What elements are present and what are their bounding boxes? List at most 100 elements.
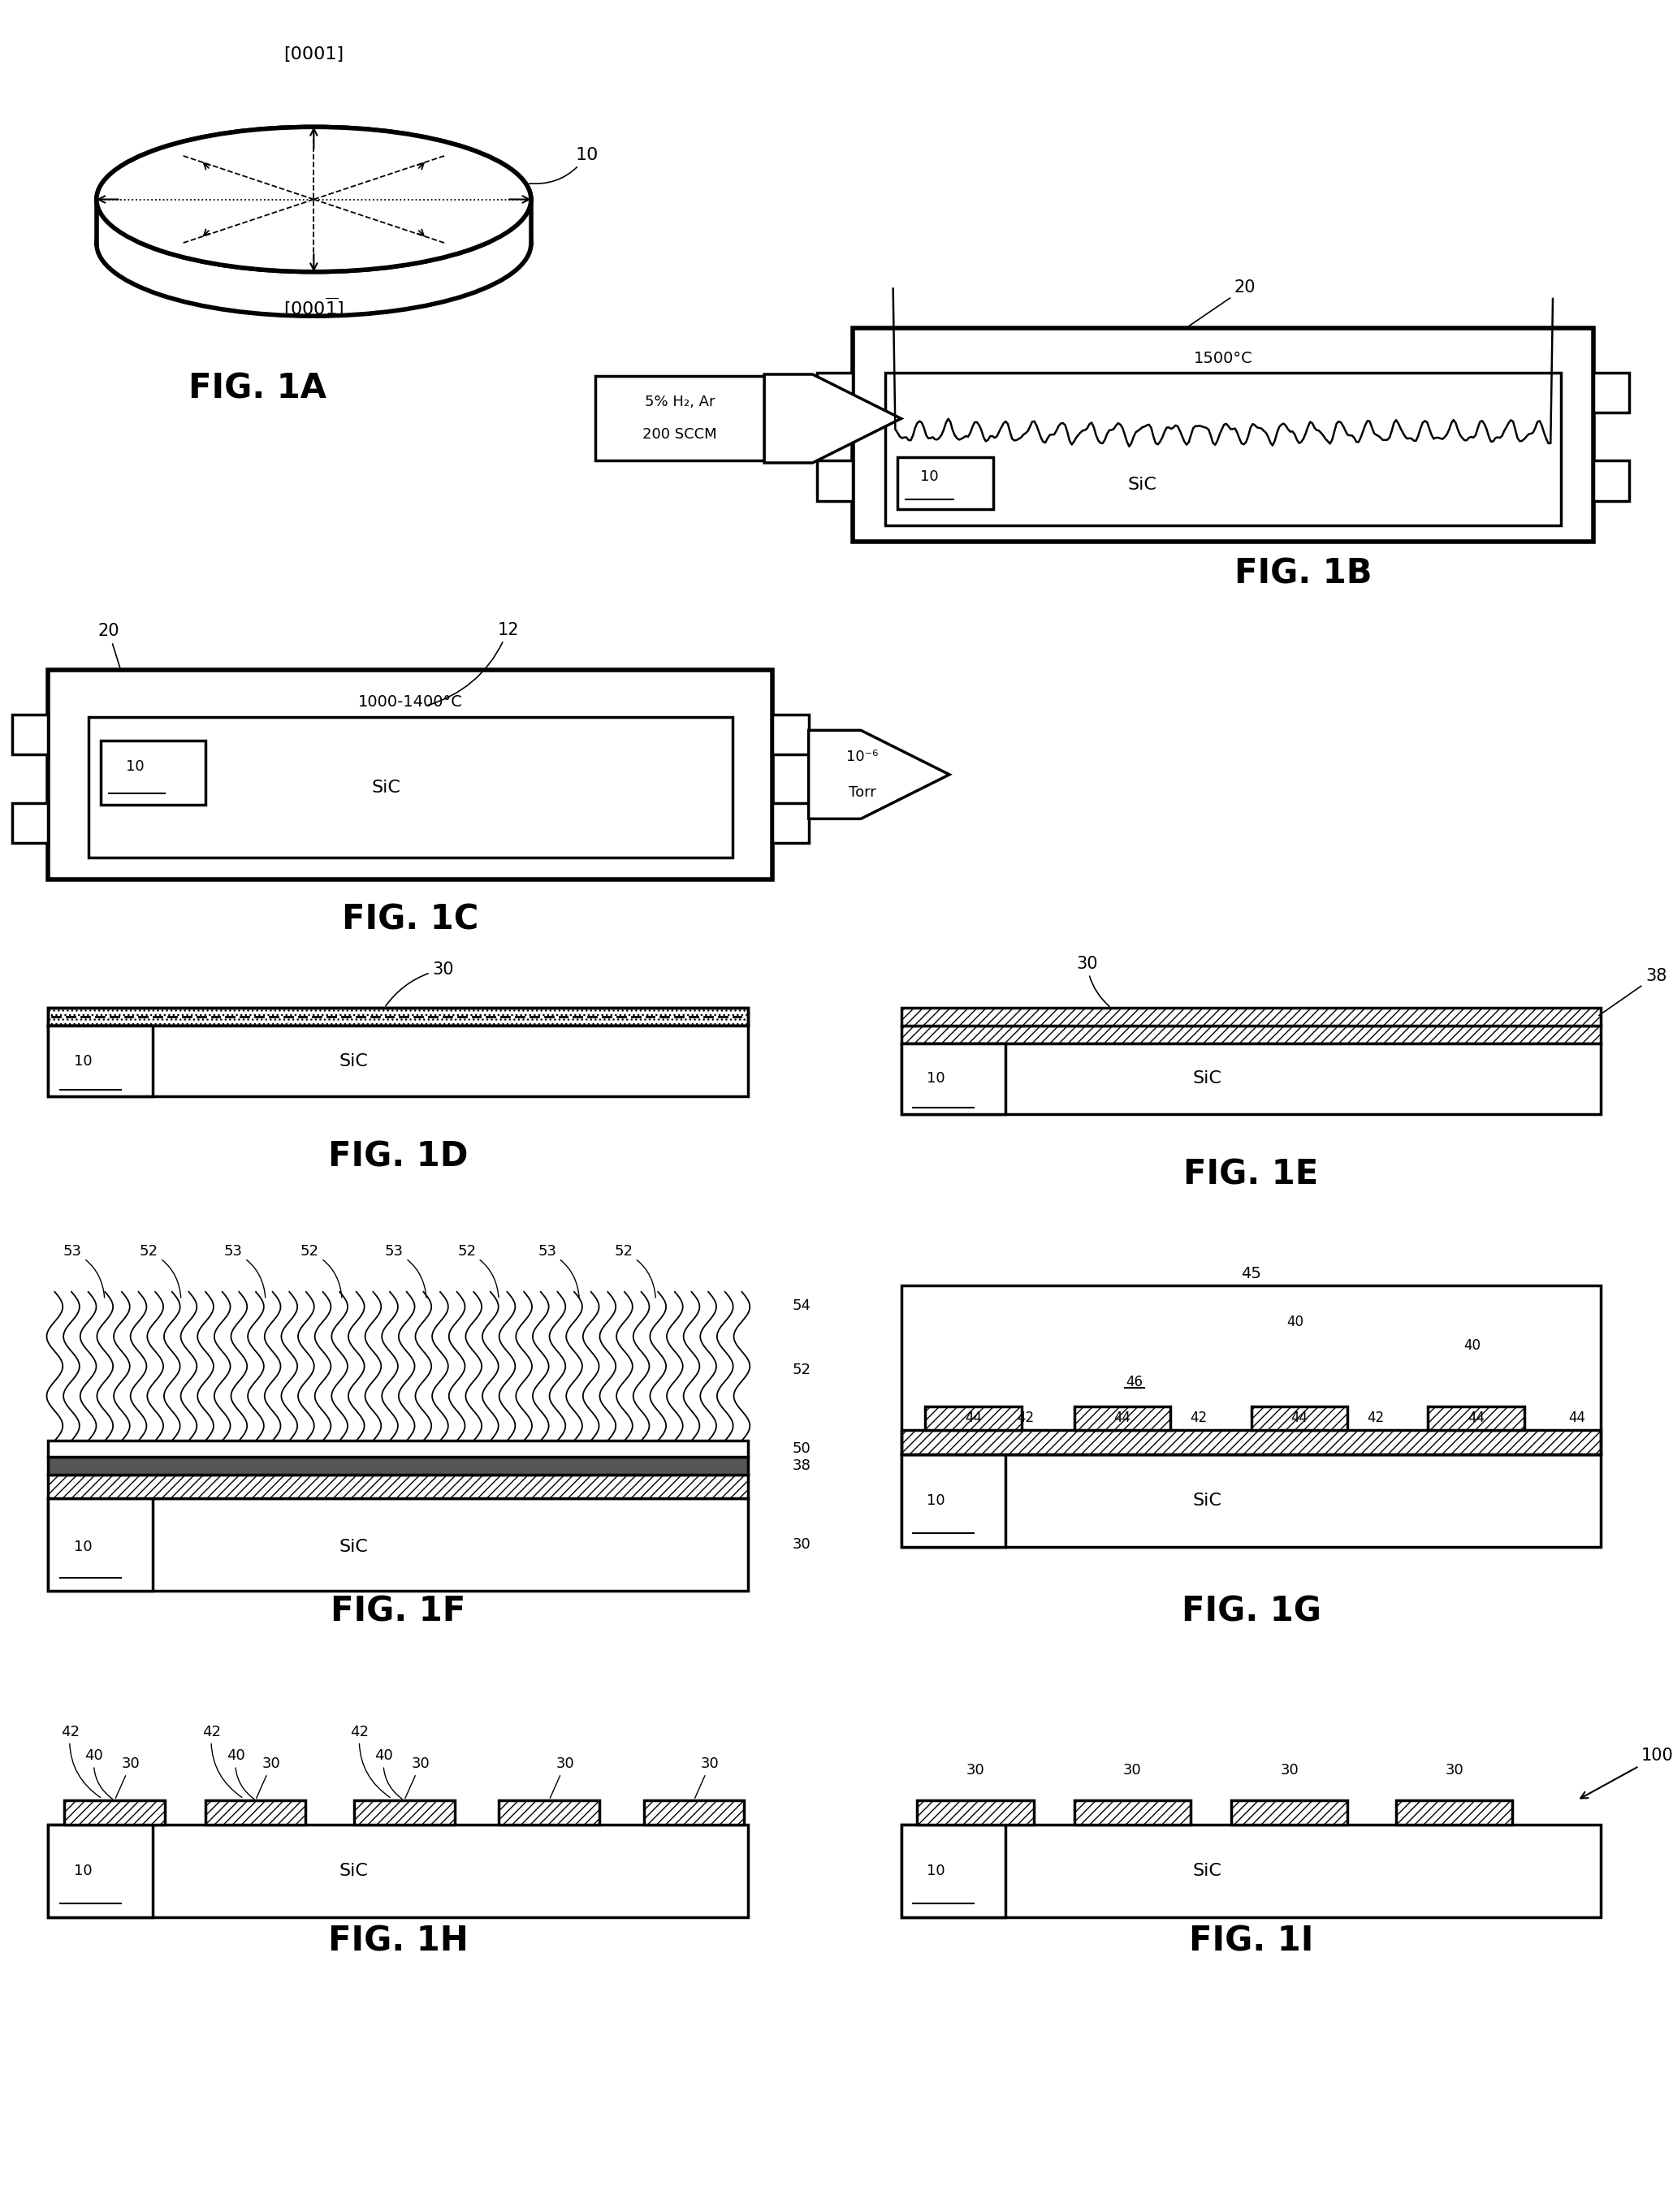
Text: 10: 10 — [927, 1865, 945, 1878]
Text: 44: 44 — [1467, 1411, 1486, 1425]
Text: 42: 42 — [350, 1725, 390, 1798]
Text: SiC: SiC — [371, 779, 402, 796]
Text: FIG. 1F: FIG. 1F — [331, 1595, 465, 1628]
Text: 42: 42 — [1017, 1411, 1034, 1425]
Bar — [853, 327, 1593, 542]
Text: 40: 40 — [1287, 1314, 1303, 1329]
Text: 38: 38 — [1599, 967, 1666, 1015]
Text: 38: 38 — [793, 1458, 811, 1473]
Text: SiC: SiC — [340, 1863, 368, 1880]
Text: 200 SCCM: 200 SCCM — [642, 427, 718, 442]
Text: SiC: SiC — [340, 1053, 368, 1068]
Bar — [89, 717, 733, 858]
Text: 30: 30 — [256, 1756, 281, 1798]
Text: 40: 40 — [85, 1750, 112, 1798]
Text: 52: 52 — [614, 1245, 656, 1298]
Bar — [1429, 1407, 1524, 1431]
Bar — [902, 1285, 1601, 1453]
Bar — [12, 714, 49, 754]
Text: FIG. 1A: FIG. 1A — [189, 372, 326, 405]
Text: 10: 10 — [920, 469, 939, 484]
Bar — [1593, 372, 1630, 414]
Text: 52: 52 — [139, 1245, 181, 1298]
Bar — [902, 1825, 1601, 1918]
Text: 20: 20 — [97, 624, 120, 668]
Bar — [12, 803, 49, 843]
Text: SiC: SiC — [1193, 1863, 1221, 1880]
Text: 53: 53 — [385, 1245, 427, 1298]
Ellipse shape — [97, 170, 530, 316]
Text: FIG. 1H: FIG. 1H — [328, 1924, 468, 1958]
Text: FIG. 1G: FIG. 1G — [1181, 1595, 1322, 1628]
Text: 10: 10 — [927, 1071, 945, 1086]
Text: SiC: SiC — [1128, 478, 1158, 493]
Text: 5% H₂, Ar: 5% H₂, Ar — [644, 394, 714, 409]
Text: 10: 10 — [74, 1053, 92, 1068]
Text: 30: 30 — [550, 1756, 574, 1798]
Bar — [773, 714, 808, 754]
Text: 10: 10 — [927, 1493, 945, 1509]
Bar — [902, 1044, 1005, 1115]
Text: 44: 44 — [1292, 1411, 1308, 1425]
Bar — [49, 1498, 748, 1590]
Text: 40: 40 — [1464, 1338, 1481, 1354]
Bar — [499, 1801, 599, 1825]
Bar — [897, 458, 994, 509]
Text: FIG. 1B: FIG. 1B — [1235, 557, 1372, 591]
Bar — [816, 460, 853, 502]
Text: 30: 30 — [115, 1756, 141, 1798]
Text: [0001]: [0001] — [284, 46, 345, 62]
Bar — [49, 670, 773, 878]
Text: Torr: Torr — [848, 785, 877, 799]
Bar — [1074, 1801, 1191, 1825]
Bar — [49, 1825, 152, 1918]
Text: [000$\overline{1}$]: [000$\overline{1}$] — [284, 296, 345, 319]
Text: 30: 30 — [1280, 1763, 1298, 1778]
Text: 30: 30 — [694, 1756, 719, 1798]
Text: 42: 42 — [60, 1725, 100, 1798]
Text: 30: 30 — [1445, 1763, 1464, 1778]
Text: 53: 53 — [537, 1245, 579, 1298]
Bar — [1231, 1801, 1348, 1825]
Bar — [816, 372, 853, 414]
Ellipse shape — [97, 126, 530, 272]
Text: 10: 10 — [74, 1865, 92, 1878]
Text: FIG. 1I: FIG. 1I — [1190, 1924, 1313, 1958]
Text: 20: 20 — [1188, 279, 1256, 327]
Bar — [596, 376, 765, 460]
Text: SiC: SiC — [340, 1540, 368, 1555]
Bar — [902, 1825, 1005, 1918]
Text: 53: 53 — [64, 1245, 104, 1298]
Text: 52: 52 — [457, 1245, 499, 1298]
Text: 50: 50 — [793, 1442, 811, 1455]
Text: 10: 10 — [529, 146, 599, 184]
Text: 52: 52 — [793, 1363, 811, 1378]
Bar — [644, 1801, 744, 1825]
Text: 45: 45 — [1241, 1265, 1261, 1281]
Bar — [885, 372, 1561, 524]
Bar — [355, 1801, 455, 1825]
Text: 30: 30 — [385, 962, 453, 1006]
Text: 30: 30 — [967, 1763, 985, 1778]
Text: 100: 100 — [1581, 1747, 1673, 1798]
Bar — [902, 1453, 1005, 1546]
Bar — [49, 1458, 748, 1475]
Bar — [49, 1026, 152, 1097]
Bar — [773, 803, 808, 843]
Bar — [100, 741, 206, 805]
Text: 10: 10 — [74, 1540, 92, 1555]
Bar — [49, 1475, 748, 1498]
Text: 1500°C: 1500°C — [1193, 352, 1253, 367]
Bar — [902, 1044, 1601, 1115]
Text: 30: 30 — [1076, 956, 1109, 1006]
Bar — [902, 1453, 1601, 1546]
Bar — [902, 1431, 1601, 1453]
Text: 30: 30 — [793, 1537, 811, 1553]
Text: 42: 42 — [1190, 1411, 1208, 1425]
Text: 44: 44 — [965, 1411, 982, 1425]
Bar — [902, 1009, 1601, 1026]
Text: 12: 12 — [427, 622, 519, 706]
Bar — [1074, 1407, 1171, 1431]
Text: 1000-1400°C: 1000-1400°C — [358, 695, 463, 710]
Ellipse shape — [97, 126, 530, 272]
